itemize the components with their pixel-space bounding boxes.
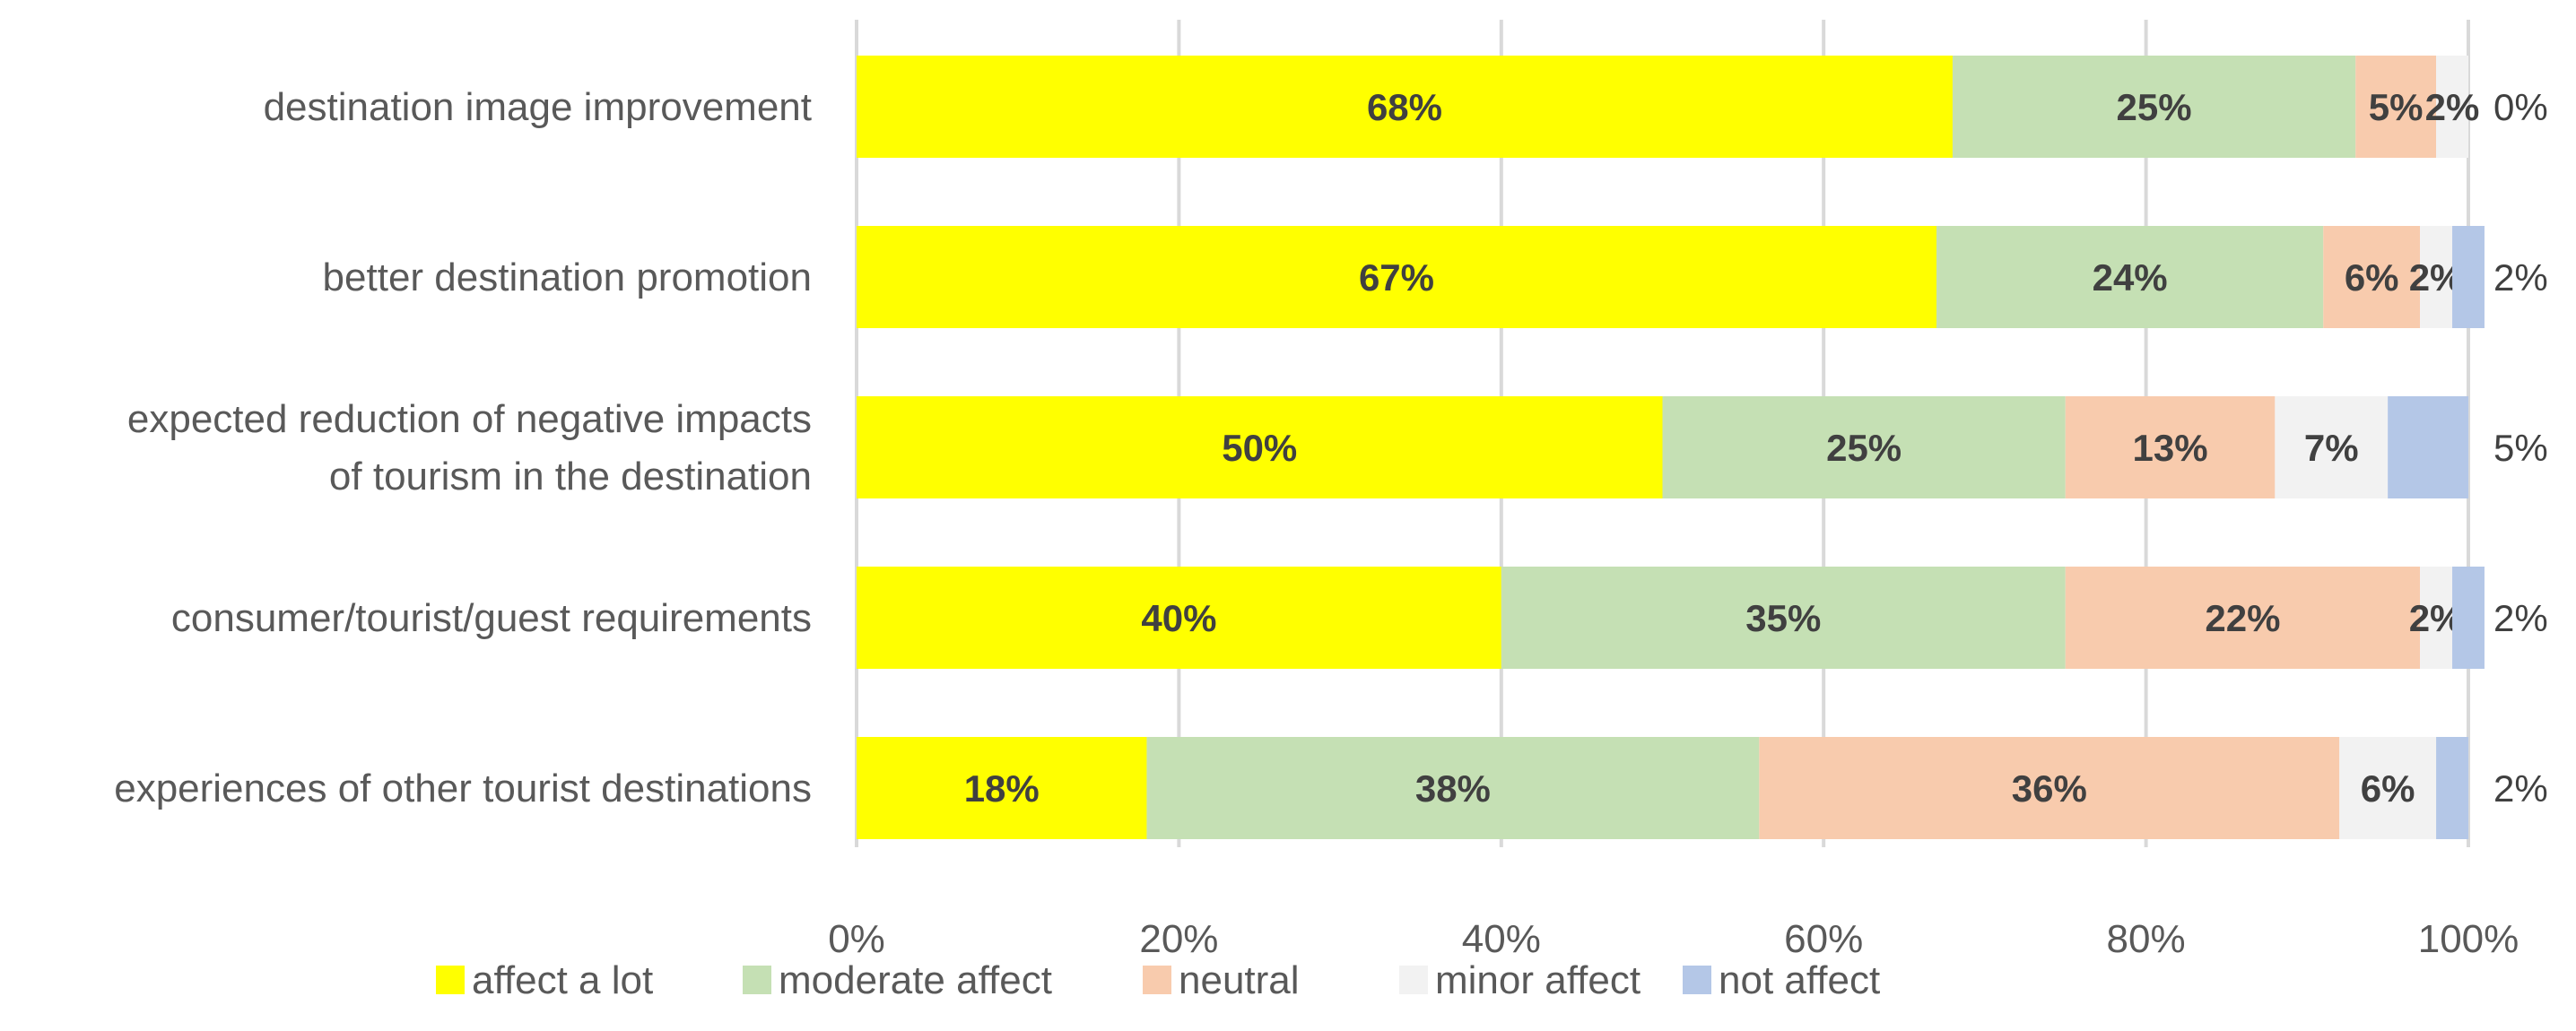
bar-segment-affect-a-lot-3 xyxy=(857,567,1501,669)
bar-segment-moderate-affect-0 xyxy=(1952,56,2356,158)
x-tick-label-80: 80% xyxy=(2107,917,2186,961)
legend-label-not-affect: not affect xyxy=(1719,958,1880,1002)
legend-label-moderate-affect: moderate affect xyxy=(779,958,1052,1002)
data-label-moderate-affect-2: 25% xyxy=(1826,427,1902,469)
bar-segment-not-affect-3 xyxy=(2452,567,2485,669)
bar-segment-minor-affect-1 xyxy=(2420,226,2453,328)
bar-segment-minor-affect-0 xyxy=(2436,56,2468,158)
data-label-neutral-2: 13% xyxy=(2133,427,2208,469)
data-label-neutral-1: 6% xyxy=(2345,256,2399,299)
bar-segment-neutral-1 xyxy=(2323,226,2421,328)
category-labels: destination image improvement better dest… xyxy=(114,85,812,810)
data-label-moderate-affect-4: 38% xyxy=(1415,767,1491,810)
bar-segment-affect-a-lot-1 xyxy=(857,226,1936,328)
data-label-moderate-affect-1: 24% xyxy=(2093,256,2168,299)
data-label-not-affect-4: 2% xyxy=(2493,767,2548,810)
legend-label-neutral: neutral xyxy=(1179,958,1300,1002)
data-label-minor-affect-2: 7% xyxy=(2304,427,2359,469)
data-label-neutral-3: 22% xyxy=(2205,597,2280,639)
data-label-neutral-4: 36% xyxy=(2012,767,2087,810)
data-label-minor-affect-0: 2% xyxy=(2425,86,2480,128)
data-label-moderate-affect-0: 25% xyxy=(2117,86,2192,128)
bar-segment-affect-a-lot-4 xyxy=(857,737,1147,839)
legend-swatch-neutral xyxy=(1143,966,1171,994)
legend-swatch-moderate-affect xyxy=(743,966,771,994)
x-tick-label-0: 0% xyxy=(828,917,885,961)
bar-segment-neutral-4 xyxy=(1759,737,2340,839)
data-label-minor-affect-4: 6% xyxy=(2361,767,2415,810)
x-tick-label-40: 40% xyxy=(1462,917,1541,961)
category-label-0: destination image improvement xyxy=(264,85,812,129)
legend-swatch-minor-affect xyxy=(1399,966,1428,994)
bar-segment-not-affect-2 xyxy=(2388,396,2468,498)
bar-segment-not-affect-4 xyxy=(2436,737,2468,839)
x-tick-label-60: 60% xyxy=(1784,917,1863,961)
data-label-not-affect-2: 5% xyxy=(2493,427,2548,469)
category-label-2-line-0: expected reduction of negative impacts xyxy=(127,397,812,441)
bar-segment-moderate-affect-3 xyxy=(1501,567,2066,669)
x-axis-tick-labels: 0% 20% 40% 60% 80% 100% xyxy=(828,917,2519,961)
bar-segment-affect-a-lot-2 xyxy=(857,396,1663,498)
x-tick-label-20: 20% xyxy=(1139,917,1218,961)
bar-segment-minor-affect-3 xyxy=(2420,567,2453,669)
category-label-3: consumer/tourist/guest requirements xyxy=(171,596,812,640)
bar-segment-moderate-affect-1 xyxy=(1936,226,2324,328)
bars: 68% 25% 5% 2% 0%67% 24% 6% 2% 2%50% 25% 13% 7% 5%40%… xyxy=(857,56,2548,839)
data-label-moderate-affect-3: 35% xyxy=(1745,597,1821,639)
data-label-affect-a-lot-1: 67% xyxy=(1359,256,1434,299)
bar-segment-not-affect-1 xyxy=(2452,226,2485,328)
bar-segment-neutral-2 xyxy=(2065,396,2276,498)
data-label-neutral-0: 5% xyxy=(2369,86,2424,128)
data-label-affect-a-lot-2: 50% xyxy=(1222,427,1297,469)
category-label-1: better destination promotion xyxy=(323,256,812,299)
data-label-affect-a-lot-4: 18% xyxy=(964,767,1040,810)
data-label-affect-a-lot-0: 68% xyxy=(1367,86,1442,128)
legend-label-affect-a-lot: affect a lot xyxy=(472,958,653,1002)
legend: affect a lot moderate affect neutral minor … xyxy=(436,958,1880,1002)
legend-label-minor-affect: minor affect xyxy=(1435,958,1640,1002)
data-label-not-affect-0: 0% xyxy=(2493,86,2548,128)
bar-segment-minor-affect-2 xyxy=(2275,396,2389,498)
bar-segment-moderate-affect-2 xyxy=(1662,396,2066,498)
legend-swatch-affect-a-lot xyxy=(436,966,465,994)
bar-segment-neutral-3 xyxy=(2065,567,2421,669)
bar-segment-neutral-0 xyxy=(2355,56,2437,158)
x-tick-label-100: 100% xyxy=(2418,917,2519,961)
bar-segment-affect-a-lot-0 xyxy=(857,56,1953,158)
category-label-2-line-1: of tourism in the destination xyxy=(329,455,812,498)
data-label-not-affect-3: 2% xyxy=(2493,597,2548,639)
category-label-4: experiences of other tourist destination… xyxy=(114,767,812,810)
bar-segment-minor-affect-4 xyxy=(2339,737,2437,839)
legend-swatch-not-affect xyxy=(1683,966,1711,994)
bar-segment-moderate-affect-4 xyxy=(1146,737,1760,839)
data-label-not-affect-1: 2% xyxy=(2493,256,2548,299)
data-label-affect-a-lot-3: 40% xyxy=(1141,597,1216,639)
